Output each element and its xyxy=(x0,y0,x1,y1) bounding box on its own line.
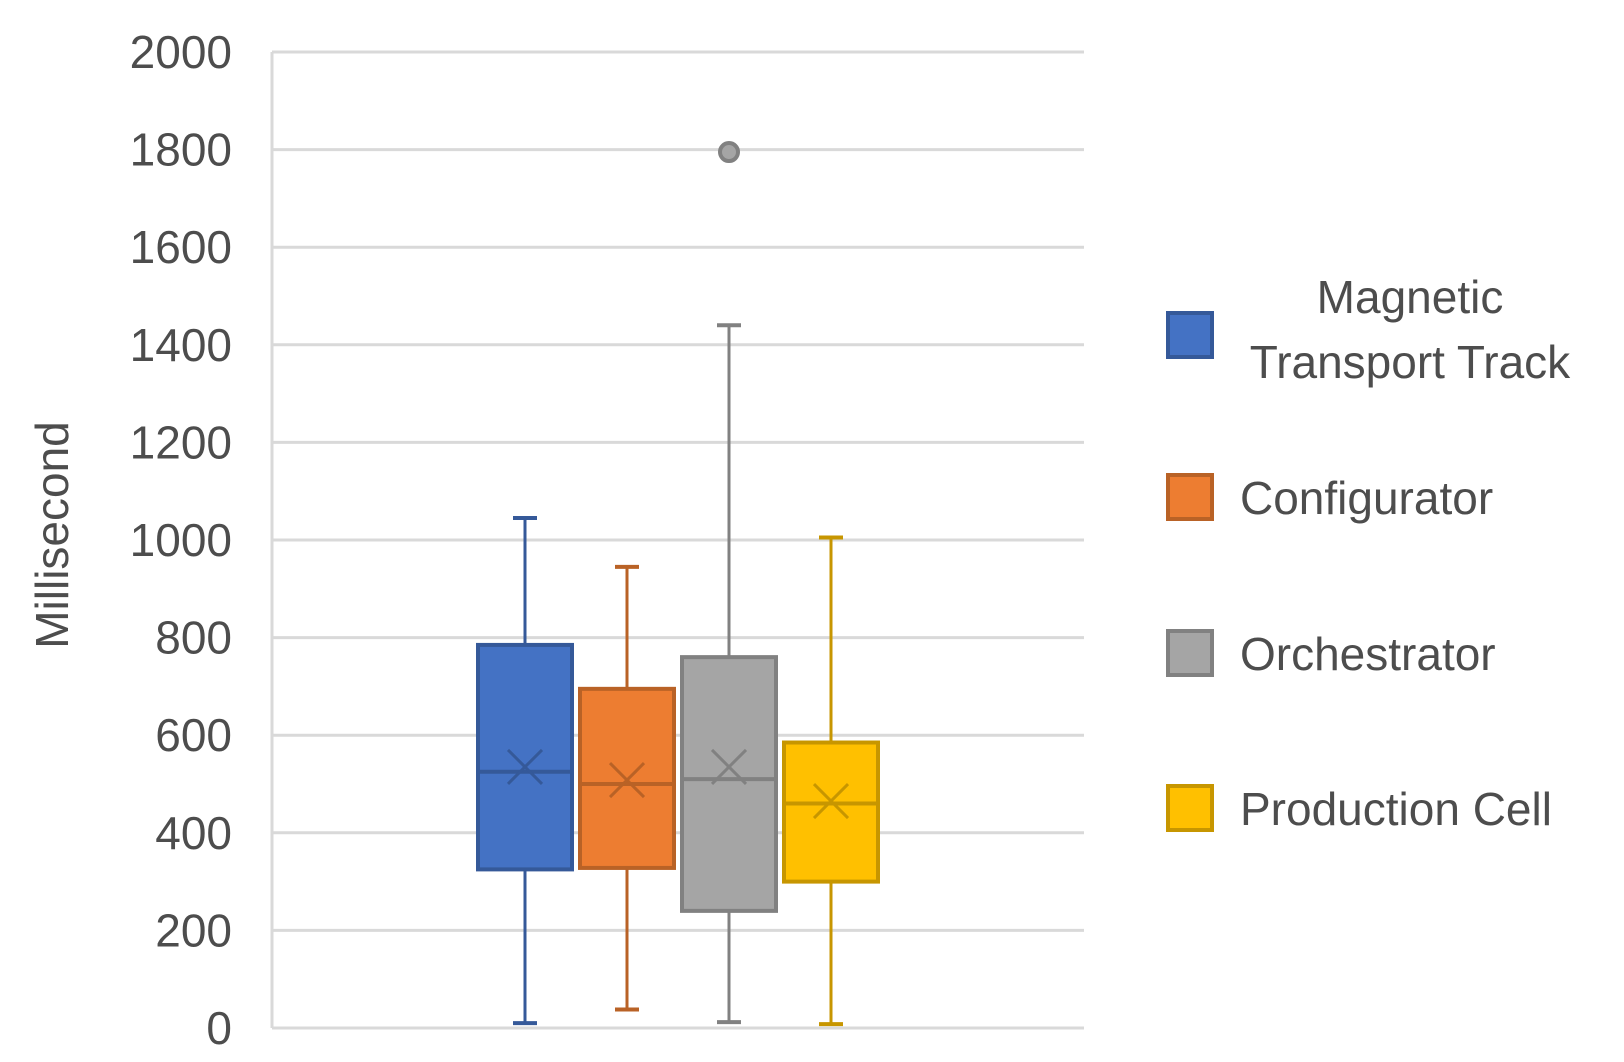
mean-marker xyxy=(812,783,850,820)
box-iqr xyxy=(476,642,574,872)
box-iqr xyxy=(680,655,778,913)
mean-marker xyxy=(710,748,748,785)
box-iqr xyxy=(782,740,880,884)
y-tick-label: 600 xyxy=(155,709,232,761)
legend-label: Orchestrator xyxy=(1240,628,1496,680)
legend-item: Production Cell xyxy=(1166,783,1552,835)
legend-label: Transport Track xyxy=(1250,336,1571,388)
outlier-point xyxy=(718,141,740,164)
gridlines xyxy=(270,50,1084,1030)
box-magnetic-transport-track xyxy=(476,516,574,1026)
mean-marker xyxy=(506,748,544,785)
y-tick-label: 800 xyxy=(155,612,232,664)
box-production-cell xyxy=(782,535,880,1027)
y-tick-label: 1200 xyxy=(130,416,232,468)
y-tick-label: 1800 xyxy=(130,124,232,176)
legend-label: Production Cell xyxy=(1240,783,1552,835)
y-tick-label: 1000 xyxy=(130,514,232,566)
legend-swatch xyxy=(1166,784,1214,832)
y-tick-label: 1400 xyxy=(130,319,232,371)
legend-item: Configurator xyxy=(1166,472,1493,524)
mean-marker xyxy=(608,762,646,799)
y-tick-label: 200 xyxy=(155,904,232,956)
y-tick-label: 2000 xyxy=(130,26,232,78)
box-series xyxy=(476,141,880,1027)
legend-swatch xyxy=(1166,473,1214,521)
legend-item: Magnetic Transport Track xyxy=(1166,271,1571,388)
legend-label: Magnetic xyxy=(1317,271,1504,323)
legend-label: Configurator xyxy=(1240,472,1493,524)
y-tick-label: 400 xyxy=(155,807,232,859)
legend-swatch xyxy=(1166,311,1214,359)
box-configurator xyxy=(578,564,676,1012)
box-orchestrator xyxy=(680,141,778,1025)
legend: Magnetic Transport Track Configurator Orche… xyxy=(1166,271,1571,835)
legend-item: Orchestrator xyxy=(1166,628,1496,680)
legend-swatch xyxy=(1166,629,1214,677)
y-axis-title: Millisecond xyxy=(26,421,78,649)
y-tick-label: 1600 xyxy=(130,221,232,273)
y-tick-label: 0 xyxy=(206,1002,232,1054)
